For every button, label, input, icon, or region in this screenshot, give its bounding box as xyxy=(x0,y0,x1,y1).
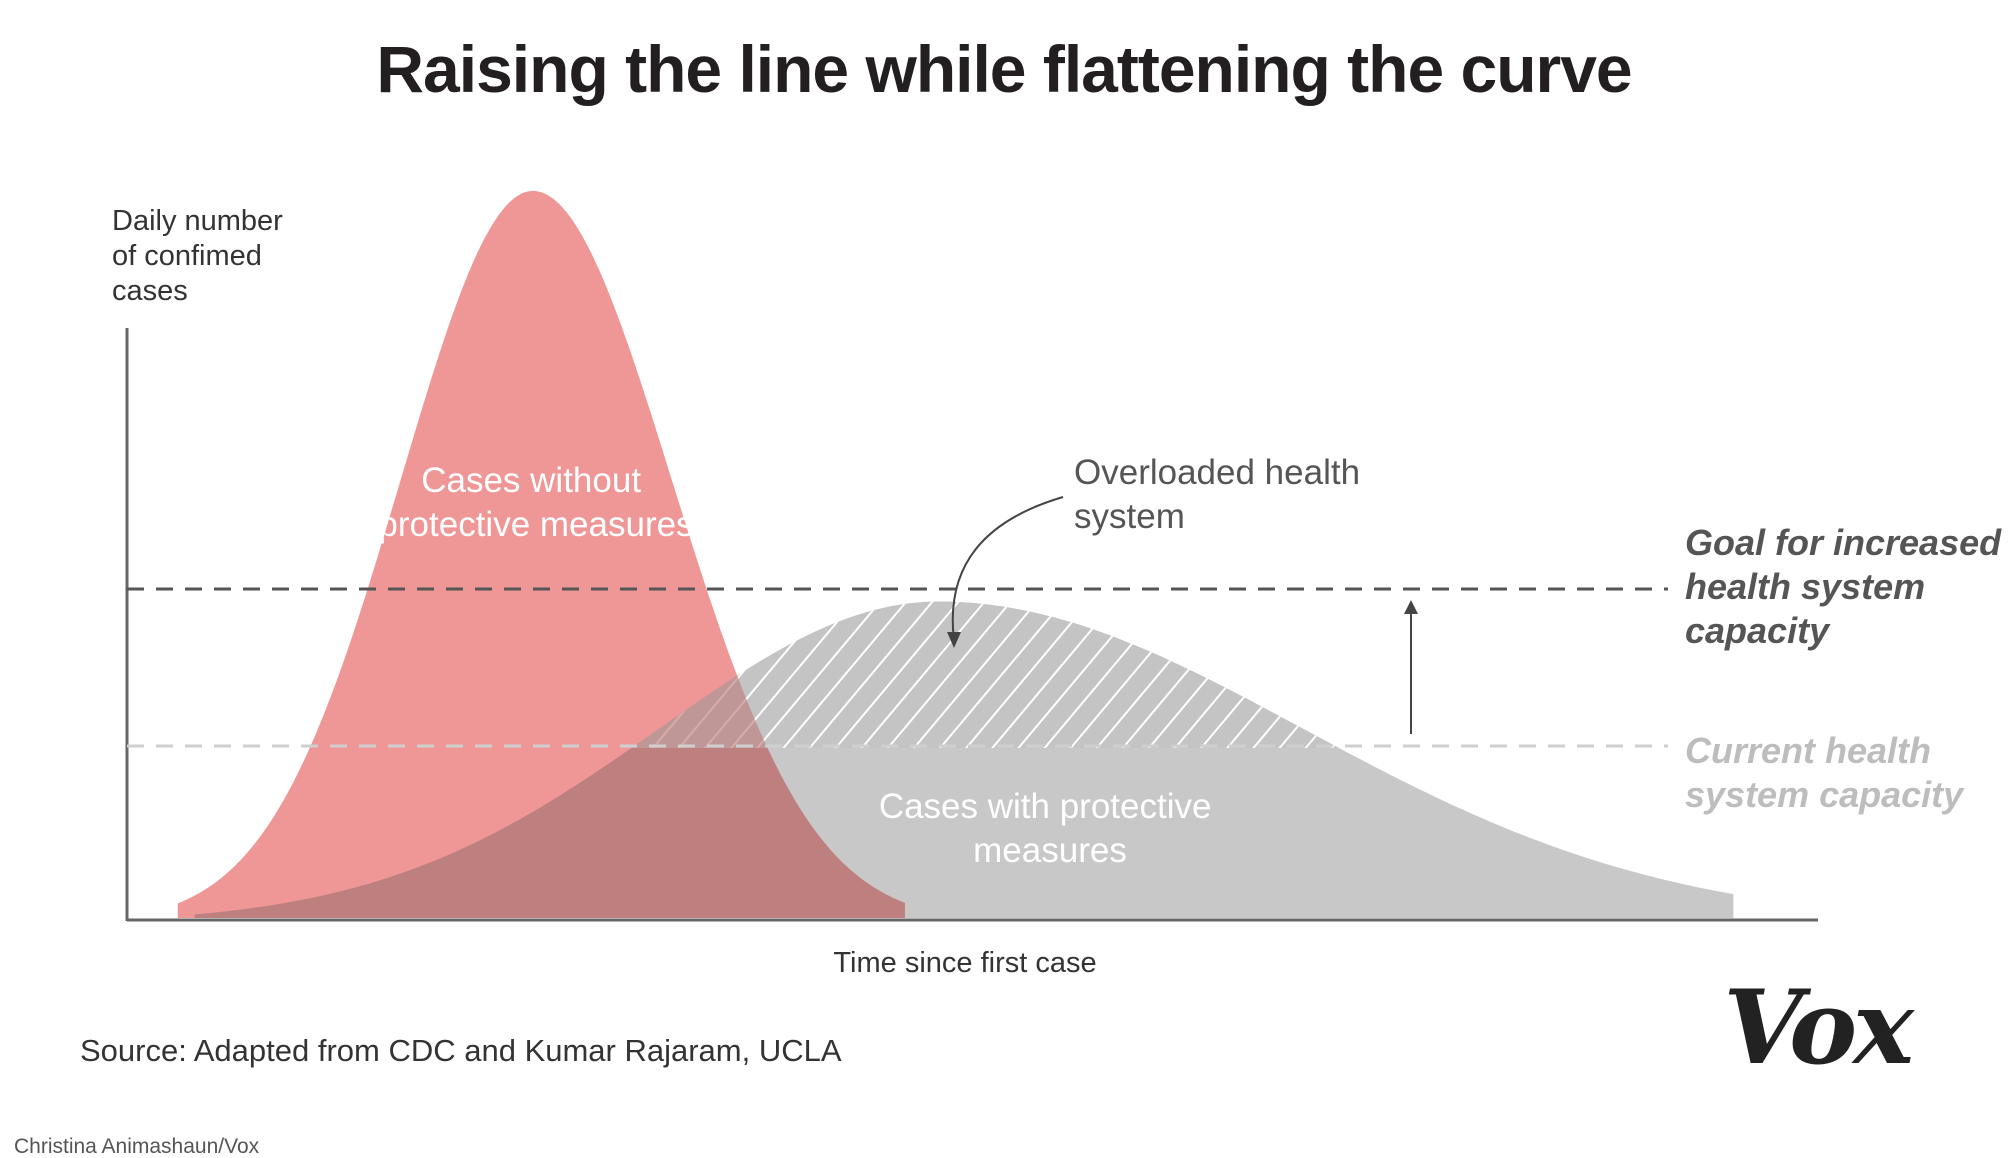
overloaded-annotation-line-1: Overloaded health xyxy=(1074,453,1360,492)
chart-title: Raising the line while flattening the cu… xyxy=(376,32,1631,106)
y-axis-label: Daily number of confimed cases xyxy=(112,205,291,307)
overloaded-annotation-line-2: system xyxy=(1074,497,1185,536)
goal-capacity-label-line-1: Goal for increased xyxy=(1685,522,2002,563)
vox-logo: Vox xyxy=(1723,968,1915,1088)
goal-capacity-label-line-2: health system xyxy=(1685,566,1925,607)
y-axis-label-line-2: of confimed xyxy=(112,240,262,272)
x-axis-label: Time since first case xyxy=(833,947,1096,979)
overload-pointer-arrowhead xyxy=(947,632,961,648)
series-label-with-line-1: Cases with protective xyxy=(879,787,1212,826)
series-label-with-measures: Cases with protective measures xyxy=(879,787,1221,870)
goal-capacity-label: Goal for increased health system capacit… xyxy=(1685,522,2008,651)
capacity-increase-arrowhead xyxy=(1404,600,1418,614)
series-label-without-line-2: protective measures xyxy=(378,505,693,544)
current-capacity-label-line-1: Current health xyxy=(1685,730,1931,771)
goal-capacity-label-line-3: capacity xyxy=(1685,610,1831,651)
y-axis-label-line-1: Daily number xyxy=(112,205,283,237)
overload-pointer-arrow xyxy=(951,496,1064,641)
plot-area xyxy=(177,190,1734,918)
source-note: Source: Adapted from CDC and Kumar Rajar… xyxy=(80,1033,842,1068)
series-label-with-line-2: measures xyxy=(973,831,1127,870)
overloaded-annotation: Overloaded health system xyxy=(1074,453,1370,536)
photo-credit: Christina Animashaun/Vox xyxy=(14,1135,260,1158)
series-label-without-measures: Cases without protective measures xyxy=(378,461,693,544)
series-label-without-line-1: Cases without xyxy=(421,461,641,500)
current-capacity-label: Current health system capacity xyxy=(1685,730,1965,815)
current-capacity-label-line-2: system capacity xyxy=(1685,774,1965,815)
y-axis-label-line-3: cases xyxy=(112,275,188,307)
